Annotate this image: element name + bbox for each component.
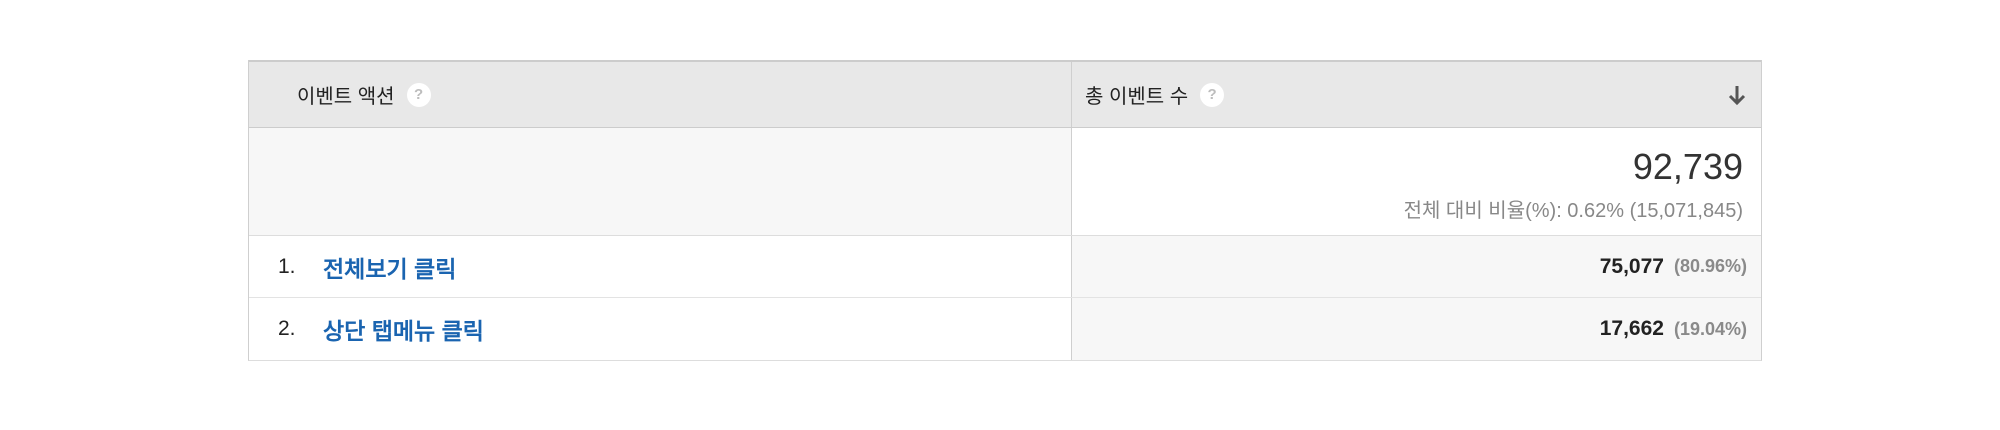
table-header-row: 이벤트 액션 ? 총 이벤트 수 ? xyxy=(249,60,1761,128)
row-event-percent: (19.04%) xyxy=(1673,318,1747,339)
totals-cell: 92,739 전체 대비 비율(%): 0.62% (15,071,845) xyxy=(1072,128,1761,235)
totals-empty-cell xyxy=(249,128,1072,235)
row-dimension-cell: 2. 상단 탭메뉴 클릭 xyxy=(249,298,1072,360)
total-percent-of-all: 전체 대비 비율(%): 0.62% (15,071,845) xyxy=(1403,200,1743,222)
metric-header-cell[interactable]: 총 이벤트 수 ? xyxy=(1072,62,1761,127)
dimension-header-cell[interactable]: 이벤트 액션 ? xyxy=(249,62,1072,127)
metric-header-label: 총 이벤트 수 xyxy=(1085,86,1189,108)
table-row: 2. 상단 탭메뉴 클릭 17,662 (19.04%) xyxy=(249,298,1761,360)
row-event-percent: (80.96%) xyxy=(1673,256,1747,276)
row-metric-cell: 75,077 (80.96%) xyxy=(1072,236,1761,297)
totals-row: 92,739 전체 대비 비율(%): 0.62% (15,071,845) xyxy=(249,128,1761,236)
row-index: 2. xyxy=(278,317,296,340)
event-actions-table: 이벤트 액션 ? 총 이벤트 수 ? 92,739 전체 대비 비율(%): 0… xyxy=(248,60,1762,361)
row-event-count: 17,662 xyxy=(1599,317,1664,340)
help-icon[interactable]: ? xyxy=(1200,82,1225,107)
help-icon[interactable]: ? xyxy=(406,82,431,107)
event-action-link[interactable]: 상단 탭메뉴 클릭 xyxy=(323,318,484,344)
total-events-value: 92,739 xyxy=(1632,146,1743,187)
arrow-down-icon[interactable] xyxy=(1725,83,1749,107)
dimension-header-label: 이벤트 액션 xyxy=(297,86,395,108)
row-dimension-cell: 1. 전체보기 클릭 xyxy=(249,236,1072,297)
event-action-link[interactable]: 전체보기 클릭 xyxy=(323,255,457,282)
row-event-count: 75,077 xyxy=(1599,254,1664,278)
row-metric-cell: 17,662 (19.04%) xyxy=(1072,298,1761,360)
row-index: 1. xyxy=(278,254,296,278)
table-row: 1. 전체보기 클릭 75,077 (80.96%) xyxy=(249,236,1761,298)
